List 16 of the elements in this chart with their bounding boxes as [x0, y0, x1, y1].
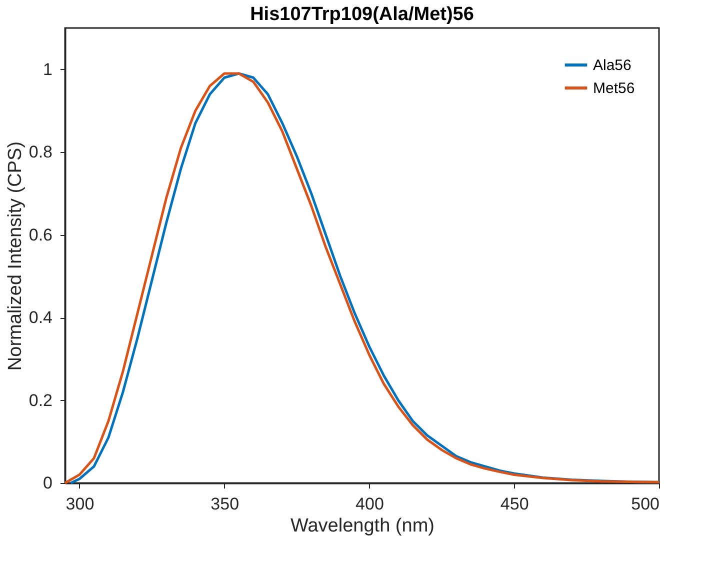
y-axis-title: Normalized Intensity (CPS) — [4, 141, 26, 371]
x-tick-label: 500 — [631, 494, 660, 514]
y-tick-label: 0.8 — [28, 142, 52, 162]
x-axis-title: Wavelength (nm) — [290, 516, 434, 536]
legend-label: Met56 — [593, 80, 635, 97]
y-tick-label: 0.6 — [28, 225, 52, 244]
y-tick-label: 0 — [43, 474, 52, 492]
y-tick-label: 0.4 — [28, 308, 52, 328]
legend-label: Ala56 — [593, 57, 632, 74]
chart-title: His107Trp109(Ala/Met)56 — [250, 4, 474, 25]
x-tick-label: 450 — [500, 494, 529, 514]
x-tick-label: 300 — [66, 494, 94, 514]
y-tick-label: 1 — [43, 60, 52, 79]
y-tick-label: 0.2 — [28, 390, 52, 410]
x-tick-label: 350 — [210, 494, 240, 514]
x-tick-label: 400 — [356, 494, 384, 514]
